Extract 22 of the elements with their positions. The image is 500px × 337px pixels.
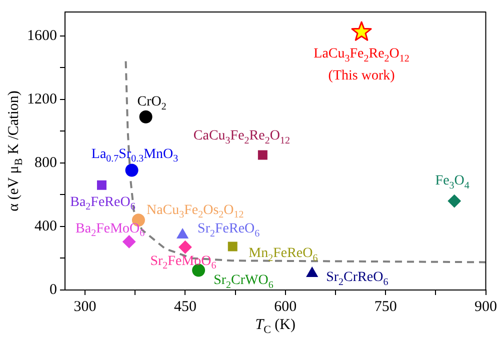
point <box>228 242 238 252</box>
point <box>448 194 461 208</box>
y-tick-label: 1200 <box>27 91 57 108</box>
point <box>139 110 152 124</box>
x-tick-label: 600 <box>274 298 297 315</box>
y-tick-label: 800 <box>34 154 57 171</box>
point <box>122 235 136 248</box>
y-tick-label: 400 <box>34 218 57 234</box>
point <box>176 228 188 239</box>
point <box>125 164 138 177</box>
point <box>96 180 106 190</box>
annotation: (This work) <box>328 68 396 84</box>
x-tick-label: 900 <box>474 298 497 315</box>
x-tick-label: 750 <box>374 298 397 315</box>
y-tick-label: 0 <box>50 282 57 298</box>
point <box>351 21 372 41</box>
x-tick-label: 300 <box>74 298 96 315</box>
y-axis-title: α (eV μB K /Cation) <box>6 90 26 212</box>
y-tick-label: 1600 <box>27 28 57 44</box>
x-tick-label: 450 <box>174 298 196 315</box>
point <box>258 150 268 160</box>
point <box>178 240 192 254</box>
